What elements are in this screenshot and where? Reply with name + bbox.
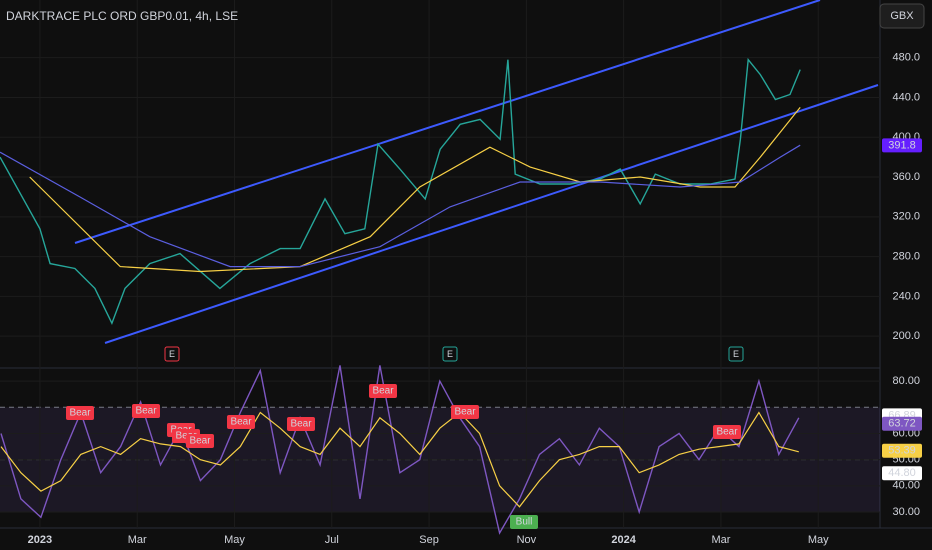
signal-label: Bear [189,436,211,447]
series-line [0,144,801,268]
earnings-label: E [733,349,739,359]
price-badge [882,466,922,481]
y-tick-label: 480.0 [892,52,920,64]
price-badge-label: 44.80 [888,467,916,479]
channel-upper [74,0,821,244]
signal-box [369,384,397,398]
price-badge-label: 53.39 [888,445,916,457]
signal-box [713,425,741,439]
signal-label: Bear [290,419,312,430]
series-line [0,57,801,325]
signal-box [132,404,160,418]
earnings-marker [164,346,180,362]
signal-box [510,515,538,529]
chart-title: DARKTRACE PLC ORD GBP0.01, 4h, LSE [6,9,238,23]
x-tick-label: Mar [711,534,730,546]
x-tick-label: 2023 [28,534,52,546]
x-tick-label: Mar [128,534,147,546]
y-tick-label: 40.00 [892,480,920,492]
x-tick-label: May [808,534,829,546]
y-tick-label: 280.0 [892,251,920,263]
signal-label: Bear [372,386,394,397]
signal-box [66,406,94,420]
x-tick-label: Sep [419,534,439,546]
signal-label: Bear [135,406,157,417]
price-badge [882,138,922,153]
channel-lower [104,84,879,344]
signal-label: Bear [230,417,252,428]
x-tick-label: Jul [325,534,339,546]
earnings-marker [442,346,458,362]
series-line [0,411,799,508]
earnings-label: E [169,349,175,359]
currency-label[interactable]: GBX [890,10,914,22]
x-tick-label: Nov [517,534,537,546]
signal-label: Bull [516,517,533,528]
y-tick-label: 240.0 [892,290,920,302]
y-tick-label: 440.0 [892,91,920,103]
y-tick-label: 200.0 [892,330,920,342]
signal-box [227,415,255,429]
currency-button[interactable] [879,3,925,29]
earnings-marker [728,346,744,362]
signal-label: Bear [716,427,738,438]
y-tick-label: 30.00 [892,506,920,518]
signal-box [451,405,479,419]
y-tick-label: 360.0 [892,171,920,183]
price-badge [882,416,922,431]
signal-label: Bear [454,407,476,418]
price-badge-label: 391.8 [888,139,916,151]
signal-box [186,434,214,448]
y-tick-label: 320.0 [892,211,920,223]
price-badge [882,443,922,458]
earnings-label: E [447,349,453,359]
y-tick-label: 80.00 [892,375,920,387]
x-tick-label: May [224,534,245,546]
signal-box [287,417,315,431]
signal-label: Bear [69,408,91,419]
series-line [29,107,801,273]
price-badge-label: 63.72 [888,418,916,430]
x-tick-label: 2024 [611,534,636,546]
